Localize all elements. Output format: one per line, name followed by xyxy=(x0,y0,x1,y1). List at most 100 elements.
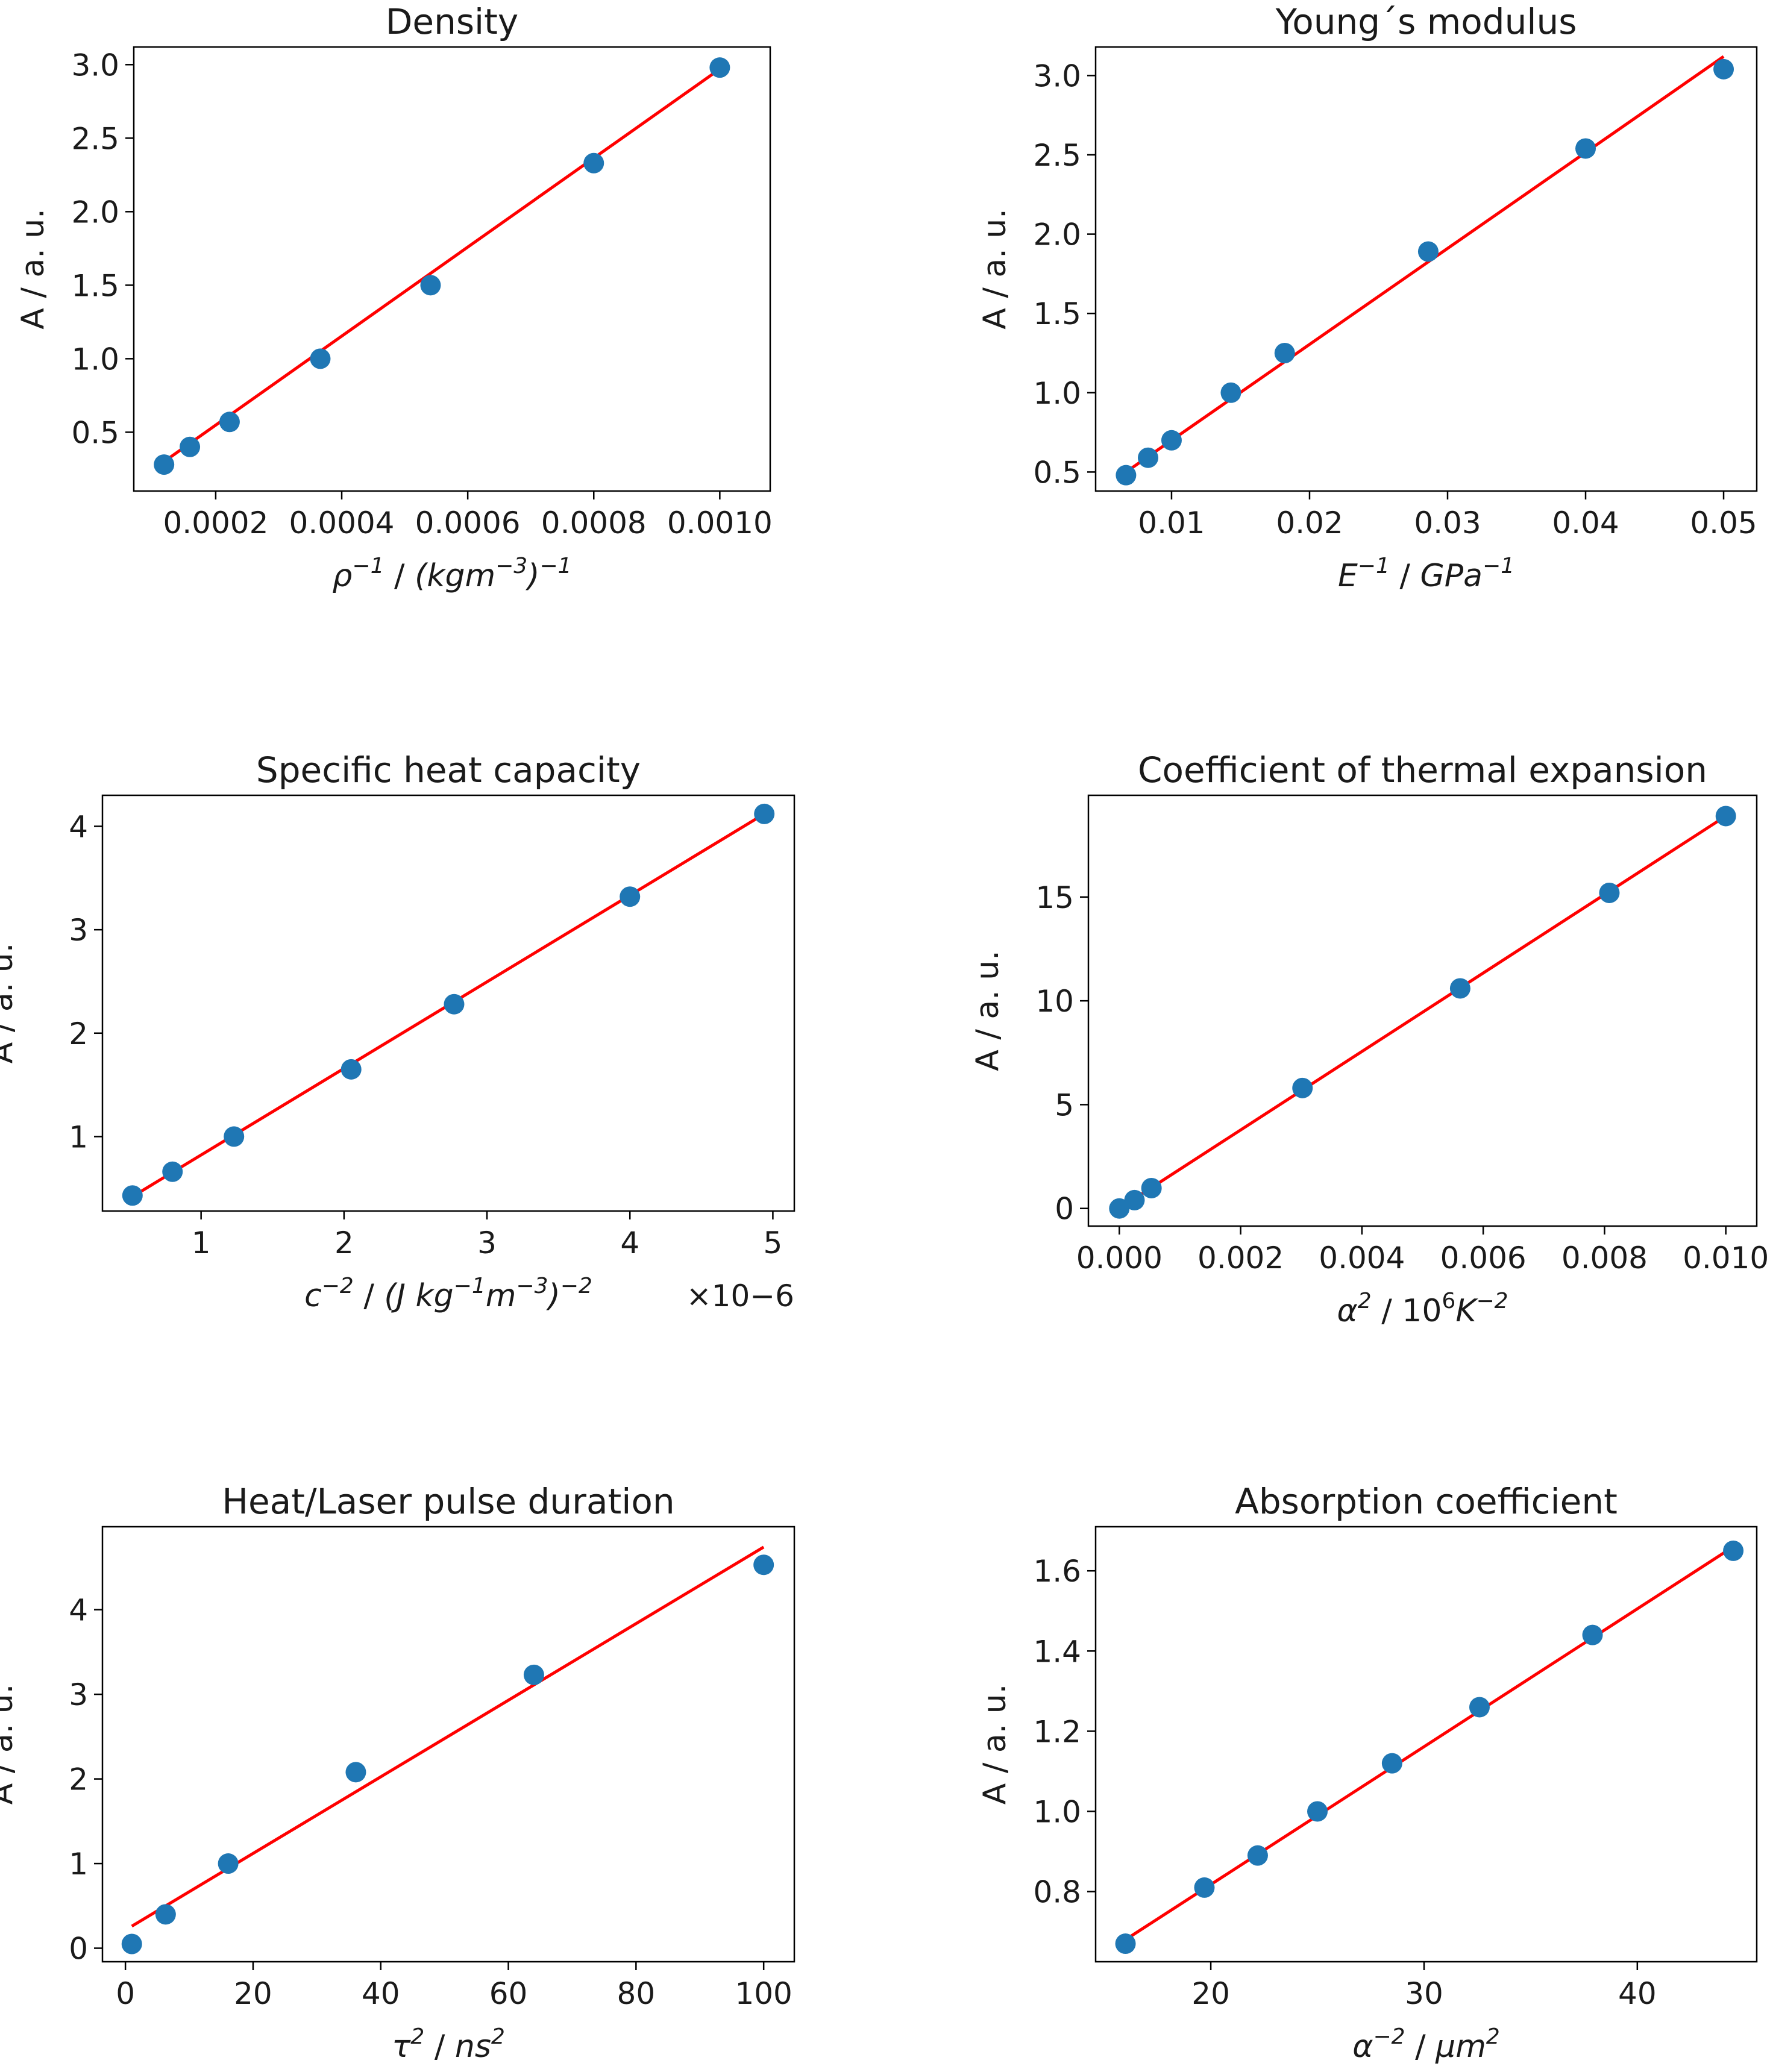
x-axis-label-part: −3 xyxy=(516,1274,548,1298)
x-axis-label: α2 / 106K−2 xyxy=(1337,1289,1508,1329)
x-axis-label-part: / xyxy=(1405,2029,1436,2065)
data-point xyxy=(754,803,775,824)
x-offset-text: ×10−6 xyxy=(686,1279,794,1313)
chart-panel: Heat/Laser pulse duration 0 20 40 60 80 100 0 1 2… xyxy=(0,1481,796,2065)
y-tick-label: 3 xyxy=(69,913,88,948)
x-axis-label-part: 2 xyxy=(410,2024,424,2049)
data-point xyxy=(154,454,175,475)
x-axis-label-part: c xyxy=(304,1278,322,1314)
data-point xyxy=(162,1161,183,1182)
x-axis-label-part: E xyxy=(1338,558,1358,594)
x-axis-label-part: (kgm xyxy=(415,558,495,594)
x-axis-label-part: / xyxy=(384,558,415,594)
y-tick-label: 0.8 xyxy=(1033,1875,1081,1910)
data-point xyxy=(420,275,441,296)
y-axis-label: A / a. u. xyxy=(977,208,1013,330)
x-tick-label: 0.006 xyxy=(1440,1241,1527,1275)
data-point xyxy=(1449,978,1470,999)
y-tick-label: 10 xyxy=(1035,984,1074,1019)
x-tick-label: 100 xyxy=(735,1976,792,2011)
data-point xyxy=(1575,138,1596,159)
data-point xyxy=(341,1059,362,1080)
data-point xyxy=(345,1762,366,1783)
y-tick-label: 4 xyxy=(69,1593,88,1628)
y-tick-label: 1.4 xyxy=(1033,1634,1081,1669)
data-point xyxy=(1141,1177,1162,1198)
y-tick-label: 1.0 xyxy=(1033,1794,1081,1829)
chart-panel: Young´s modulus 0.01 0.02 0.03 0.04 0.05 0.5 1.… xyxy=(977,1,1758,594)
axes-frame xyxy=(1087,794,1758,1227)
x-axis-label-part: 2 xyxy=(1358,1289,1372,1313)
x-tick-label: 0.02 xyxy=(1276,505,1343,540)
x-tick-label: 0.000 xyxy=(1076,1241,1163,1275)
data-point xyxy=(310,348,331,369)
x-axis-label-part: / xyxy=(424,2029,455,2065)
chart-title: Young´s modulus xyxy=(1275,1,1577,42)
data-point xyxy=(1138,447,1159,468)
y-tick-label: 15 xyxy=(1035,880,1074,915)
data-point xyxy=(1116,465,1137,486)
x-tick-label: 2 xyxy=(334,1225,354,1260)
x-tick-label: 0 xyxy=(116,1976,135,2011)
x-axis-label-part: 6 xyxy=(1442,1289,1455,1313)
x-axis-label-part: ) xyxy=(525,558,539,594)
y-tick-label: 0 xyxy=(1055,1192,1074,1227)
data-point xyxy=(1274,343,1295,364)
x-axis-label-part: −1 xyxy=(454,1274,486,1298)
x-axis-label-part: GPa xyxy=(1420,558,1483,594)
x-tick-label: 0.05 xyxy=(1690,505,1757,540)
x-axis-label-part: −2 xyxy=(1476,1289,1508,1313)
x-tick-label: 0.002 xyxy=(1197,1241,1284,1275)
y-axis-label: A / a. u. xyxy=(15,208,51,330)
chart-panel: Specific heat capacity 1 2 3 4 5 1 2 3 4 A / a. u.… xyxy=(0,750,796,1314)
data-point xyxy=(219,412,240,433)
x-tick-label: 1 xyxy=(192,1225,211,1260)
x-axis-label-part: −1 xyxy=(1483,554,1514,578)
fit-line xyxy=(163,67,721,463)
x-axis-label-part: / xyxy=(354,1278,384,1314)
y-tick-label: 0.5 xyxy=(71,415,119,450)
x-tick-label: 20 xyxy=(1191,1976,1230,2011)
x-tick-label: 0.0008 xyxy=(541,505,647,540)
data-point xyxy=(122,1185,143,1206)
x-tick-label: 0.010 xyxy=(1683,1241,1769,1275)
y-axis-label: A / a. u. xyxy=(970,950,1006,1071)
x-tick-label: 0.03 xyxy=(1414,505,1481,540)
y-tick-label: 1.2 xyxy=(1033,1714,1081,1749)
x-tick-label: 60 xyxy=(489,1976,528,2011)
x-axis-label-part: 2 xyxy=(1486,2024,1500,2049)
chart-title: Heat/Laser pulse duration xyxy=(222,1481,674,1522)
data-point xyxy=(583,152,604,174)
y-tick-label: 2.0 xyxy=(71,195,119,230)
data-point xyxy=(620,886,641,907)
data-point xyxy=(709,57,730,78)
y-tick-label: 1.6 xyxy=(1033,1554,1081,1589)
x-tick-label: 4 xyxy=(620,1225,639,1260)
fit-line xyxy=(1118,815,1727,1210)
x-axis-label: α−2 / μm2 xyxy=(1352,2024,1500,2065)
x-axis-label-part: ρ xyxy=(332,558,352,594)
chart-title: Absorption coefficient xyxy=(1235,1481,1618,1522)
axes-frame xyxy=(101,1526,796,1963)
y-tick-label: 3.0 xyxy=(71,48,119,83)
y-tick-label: 2.0 xyxy=(1033,218,1081,252)
x-tick-label: 0.0002 xyxy=(163,505,268,540)
y-tick-label: 1.0 xyxy=(1033,376,1081,411)
x-axis-label-part: 2 xyxy=(491,2024,505,2049)
y-tick-label: 2.5 xyxy=(71,121,119,156)
data-point xyxy=(1292,1077,1313,1098)
y-tick-label: 4 xyxy=(69,809,88,844)
chart-panel: Coefficient of thermal expansion 0.000 0.0… xyxy=(970,750,1769,1329)
chart-panel: Absorption coefficient 20 30 40 0.8 1.0 1.2 1.4… xyxy=(977,1481,1758,2065)
x-axis-label-part: 10 xyxy=(1402,1293,1442,1329)
chart-title: Density xyxy=(386,1,519,42)
y-tick-label: 3.0 xyxy=(1033,58,1081,93)
data-point xyxy=(180,436,201,457)
data-point xyxy=(1247,1845,1268,1866)
x-axis-label: E−1 / GPa−1 xyxy=(1338,554,1514,594)
x-axis-label: τ2 / ns2 xyxy=(392,2024,505,2065)
x-axis-label-part: −1 xyxy=(1358,554,1390,578)
x-tick-label: 0.0006 xyxy=(415,505,521,540)
data-point xyxy=(1124,1189,1145,1210)
